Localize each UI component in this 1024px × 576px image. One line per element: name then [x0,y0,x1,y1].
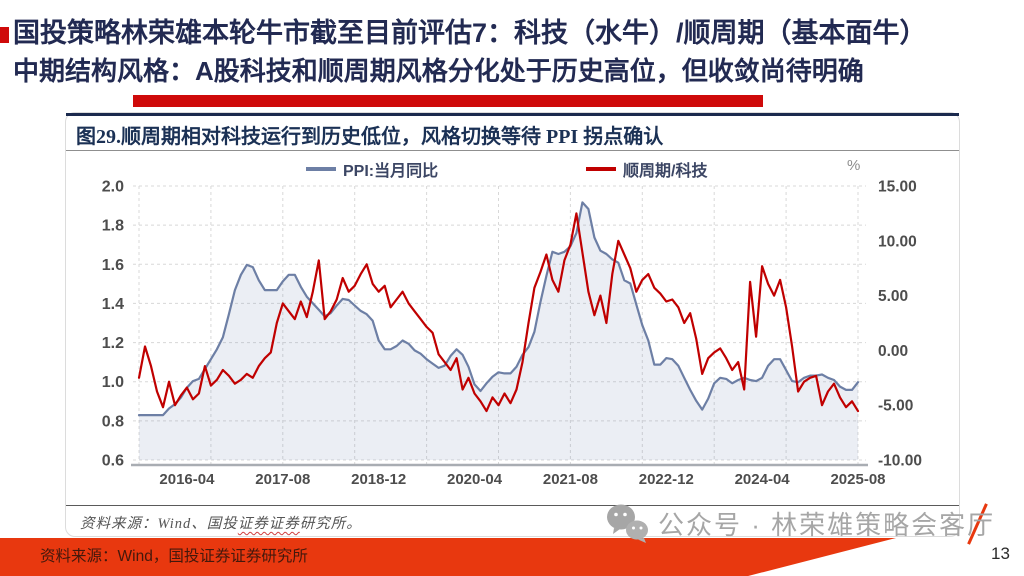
legend-label-ppi: PPI:当月同比 [343,163,439,180]
svg-text:1.6: 1.6 [102,257,124,274]
figure-title: 图29.顺周期相对科技运行到历史低位，风格切换等待 PPI 拐点确认 [76,126,664,148]
legend-item-ppi: PPI:当月同比 [306,157,438,181]
svg-text:2020-04: 2020-04 [447,471,503,488]
svg-text:2024-04: 2024-04 [735,471,791,488]
right-axis-unit-label: % [847,157,861,174]
legend-label-ratio: 顺周期/科技 [623,163,708,180]
svg-text:5.00: 5.00 [878,288,908,305]
svg-text:2025-08: 2025-08 [830,471,885,488]
title-accent-mark [0,27,9,43]
note-suffix: 研究所。 [299,516,362,532]
note-wavy-segment: 证券证券 [237,516,300,532]
figure-panel: 图29.顺周期相对科技运行到历史低位，风格切换等待 PPI 拐点确认 PPI:当… [65,112,960,537]
note-prefix: 资料来源：Wind、国投 [80,516,238,532]
footer-source-text: 资料来源：Wind，国投证券证券研究所 [40,548,308,565]
watermark: 公众号 · 林荣雄策略会客厅 [604,501,995,545]
svg-text:2021-08: 2021-08 [543,471,598,488]
svg-text:1.8: 1.8 [102,218,124,235]
footer-band: 资料来源：Wind，国投证券证券研究所 [0,538,896,576]
svg-text:15.00: 15.00 [878,179,917,196]
legend-swatch-red [586,167,616,171]
svg-text:0.6: 0.6 [102,453,124,470]
svg-text:1.4: 1.4 [102,296,124,313]
svg-text:-10.00: -10.00 [878,453,922,470]
page-number: 13 [991,544,1010,563]
svg-text:2016-04: 2016-04 [159,471,215,488]
svg-text:0.00: 0.00 [878,343,908,360]
wechat-icon [607,504,648,543]
slide-title-line1: 国投策略林荣雄本轮牛市截至目前评估7：科技（水牛）/顺周期（基本面牛） [13,18,927,48]
svg-text:2017-08: 2017-08 [255,471,310,488]
svg-text:-5.00: -5.00 [878,398,913,415]
watermark-text: 公众号 · 林荣雄策略会客厅 [658,509,996,540]
chart-area: 2.0 1.8 1.6 1.4 1.2 1.0 0.8 0.6 15.00 10.00 5.00 0.… [66,151,959,501]
line-chart: 2.0 1.8 1.6 1.4 1.2 1.0 0.8 0.6 15.00 10.00 5.00 0.… [102,179,922,489]
svg-text:2.0: 2.0 [102,179,124,196]
svg-text:1.0: 1.0 [102,374,124,391]
svg-text:0.8: 0.8 [102,413,124,430]
svg-text:2018-12: 2018-12 [351,471,406,488]
figure-source-note: 资料来源：Wind、国投证券证券研究所。 [80,512,362,533]
legend-swatch-blue [306,167,336,171]
title-underline-bar [133,95,763,107]
svg-text:10.00: 10.00 [878,233,917,250]
slide-title-line2: 中期结构风格：A股科技和顺周期风格分化处于历史高位，但收敛尚待明确 [13,56,864,86]
figure-note-divider [66,505,959,506]
svg-text:2022-12: 2022-12 [639,471,694,488]
svg-text:1.2: 1.2 [102,335,124,352]
figure-title-underline [66,150,959,151]
legend-item-ratio: 顺周期/科技 [586,157,707,181]
figure-top-border [66,113,959,116]
